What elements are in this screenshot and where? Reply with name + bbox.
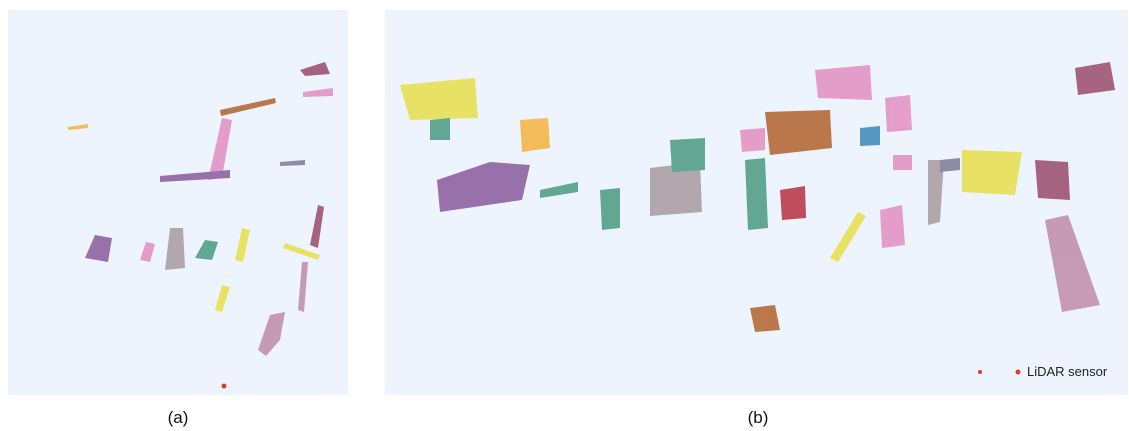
caption: (b): [748, 408, 769, 427]
caption: (a): [168, 408, 189, 427]
lidar-sensor-point: [222, 384, 227, 389]
panel-b: LiDAR sensor: [385, 10, 1128, 395]
legend-label: LiDAR sensor: [1027, 364, 1108, 379]
legend-marker: [1016, 370, 1021, 375]
figure: LiDAR sensor (a) (b): [0, 0, 1129, 431]
panel-a: [8, 10, 348, 395]
panel-background: [8, 10, 348, 395]
lidar-sensor-point: [978, 370, 982, 374]
